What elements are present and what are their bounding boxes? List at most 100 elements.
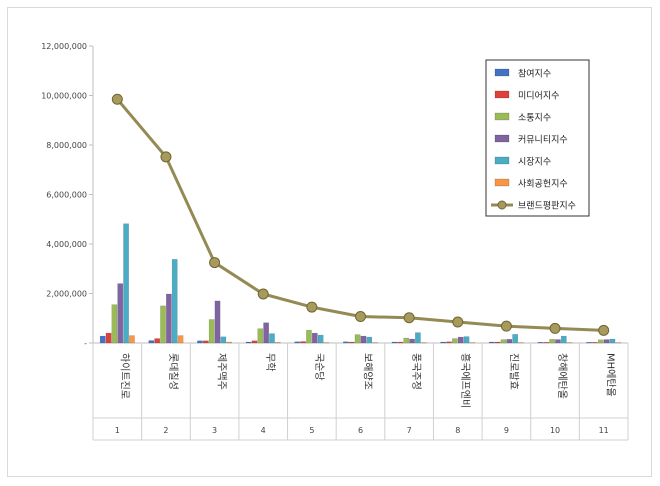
y-tick-label: 2,000,000 [46,290,87,299]
line-point [306,301,318,313]
rank-label: 5 [309,426,314,435]
y-tick-label: 6,000,000 [46,191,87,200]
bar [603,339,610,344]
legend-label: 커뮤니티지수 [518,135,568,146]
y-tick-label: 10,000,000 [41,92,87,101]
y-tick-label: 12,000,000 [41,42,87,51]
bar [354,334,361,344]
bar [463,336,470,344]
bar [275,342,281,344]
bar [512,334,518,344]
line-point [598,324,610,336]
line-point [549,322,561,334]
legend-swatch [494,178,510,187]
line-point [111,93,123,105]
bar [311,332,318,344]
line-point [403,312,415,324]
bar [494,341,501,344]
bar [500,339,507,344]
bar [251,340,258,344]
bar [343,341,349,344]
category-label: 무학 [264,353,276,371]
bar [154,338,161,344]
bar [245,341,252,344]
bar [160,305,166,344]
category-label: 제주맥주 [216,353,228,390]
rank-label: 6 [358,426,363,435]
line-point [257,288,269,300]
chart-svg: - 2,000,000 4,000,000 6,000,000 8,000,000 10,… [41,42,629,441]
legend-label: 브랜드평판지수 [518,201,576,212]
bar [220,336,227,344]
category-label: 국순당 [313,353,325,381]
bar [489,341,495,344]
bar [397,341,404,344]
bar [99,335,106,344]
line-point [355,311,366,323]
bar [592,342,598,344]
bar [543,342,550,344]
bar [446,341,452,344]
rank-label: 1 [115,426,120,435]
y-tick-label: 4,000,000 [46,240,87,249]
legend-swatch [494,90,510,99]
legend-swatch [494,112,510,121]
bar [177,335,184,344]
category-label: 풍국주정 [410,353,422,390]
bar [105,332,112,344]
bar [560,335,567,344]
bar [117,283,124,344]
category-label: 진로발효 [507,353,519,390]
legend-swatch [494,156,510,165]
bar [317,334,324,344]
bar [403,337,410,344]
line-point [452,316,464,328]
bar [586,342,592,344]
bar [555,339,561,344]
bar [226,341,232,344]
chart-frame: - 2,000,000 4,000,000 6,000,000 8,000,000 10,… [7,7,652,477]
bar [263,322,269,344]
bar [409,338,415,344]
legend-label: 시장지수 [518,157,551,168]
legend-label: 사회공헌지수 [518,179,568,190]
legend-label: 소통지수 [518,113,551,124]
bar [360,335,367,344]
legend-marker [497,200,507,210]
category-label: MH에탄올 [605,353,617,397]
line-point [209,257,221,269]
bar [537,342,544,344]
bar [597,339,604,344]
bar [148,340,155,344]
bar [294,341,301,344]
bar [457,336,464,344]
bar [111,304,118,344]
line-point [500,320,512,332]
rank-label: 11 [599,426,609,435]
legend-swatch [494,134,510,143]
rank-label: 2 [163,426,168,435]
bar [452,338,458,344]
bar [123,223,129,344]
line-point [160,151,172,163]
bar [348,341,355,344]
bar [415,332,421,344]
rank-label: 7 [407,426,412,435]
bar [366,336,373,344]
bar [214,300,221,344]
rank-label: 10 [550,426,560,435]
bar [208,319,215,344]
y-tick-label: 8,000,000 [46,141,87,150]
category-label: 하이트진로 [118,353,131,399]
legend-label: 참여지수 [518,68,551,80]
bar [203,340,209,344]
bar [300,341,306,344]
category-label: 창해에탄올 [556,353,569,399]
bar [257,328,264,344]
rank-label: 9 [504,426,509,435]
legend-swatch [494,68,510,77]
bar [306,329,312,344]
y-tick-label: - [84,339,87,348]
bar [391,341,398,344]
category-label: 흥국에프엔비 [459,353,472,408]
